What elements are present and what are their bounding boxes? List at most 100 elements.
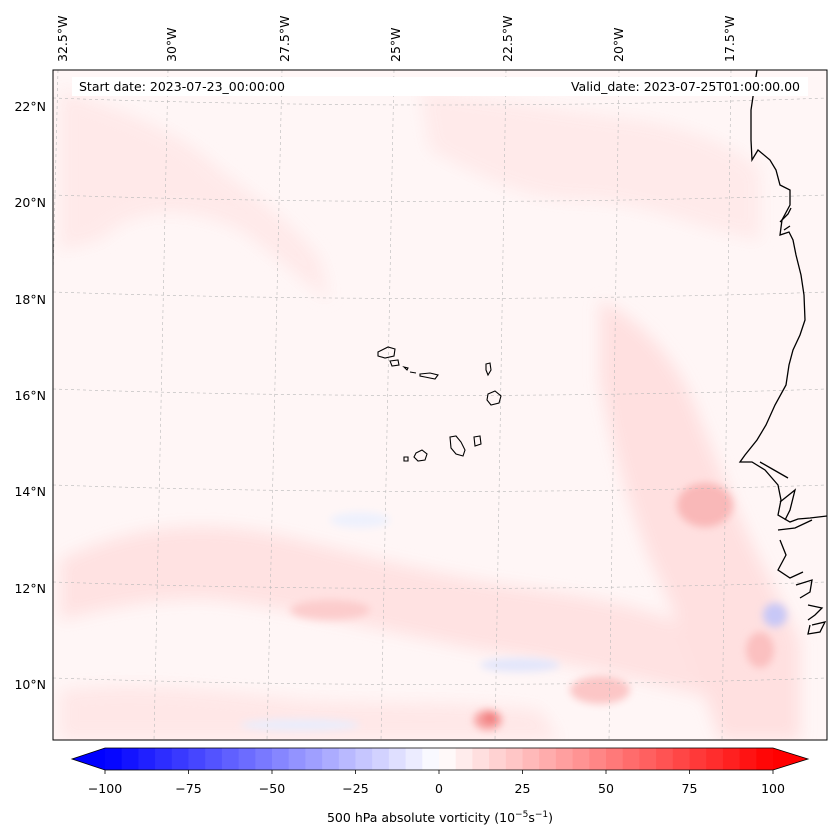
colorbar-tick-label: −25 — [342, 781, 368, 796]
vorticity-min-southwest — [240, 719, 360, 731]
lat-label-14n: 14°N — [14, 484, 46, 499]
vorticity-min-south-center — [480, 658, 560, 672]
colorbar-segment — [405, 748, 423, 770]
vorticity-min-guinea-bissau — [763, 603, 787, 627]
colorbar-segment — [505, 748, 523, 770]
vorticity-patch-south-east — [570, 676, 630, 704]
colorbar-segment — [606, 748, 624, 770]
colorbar-segment — [105, 748, 123, 770]
colorbar-extend-min — [72, 748, 105, 770]
colorbar-segment — [121, 748, 139, 770]
meridian-17-5w — [721, 70, 732, 740]
lon-label-22-5w: 22.5°W — [500, 16, 515, 62]
colorbar-segment — [338, 748, 356, 770]
colorbar-segment — [272, 748, 290, 770]
parallel-14n — [53, 484, 827, 492]
colorbar-segment — [388, 748, 406, 770]
colorbar-segment — [155, 748, 173, 770]
lat-label-22n: 22°N — [14, 99, 46, 114]
parallel-20n — [53, 194, 827, 202]
gambia-guinea-coast — [777, 488, 827, 635]
colorbar-outline — [70, 747, 810, 771]
parallel-18n — [53, 291, 827, 299]
colorbar-tick-label: −75 — [175, 781, 201, 796]
colorbar-ticks: −100 −75 −50 −25 0 25 50 75 100 — [88, 770, 785, 796]
island-santiago — [449, 435, 466, 457]
start-date-label: Start date: 2023-07-23_00:00:00 — [79, 79, 285, 94]
colorbar-segment — [372, 748, 390, 770]
lon-label-27-5w: 27.5°W — [277, 16, 292, 62]
vorticity-patch-mid-south — [290, 600, 370, 620]
colorbar-segment — [472, 748, 490, 770]
colorbar-tick-label: 100 — [761, 781, 785, 796]
west-africa-coastline — [738, 70, 827, 523]
colorbar-segment — [455, 748, 473, 770]
valid-date-label: Valid_date: 2023-07-25T01:00:00.00 — [571, 79, 800, 94]
senegal-river-coast — [759, 461, 789, 479]
meridian-27-5w — [266, 70, 283, 740]
latitude-labels: 22°N 20°N 18°N 16°N 14°N 12°N 10°N — [14, 99, 46, 692]
colorbar-segment — [489, 748, 507, 770]
colorbar-segment — [522, 748, 540, 770]
colorbar-segments — [72, 748, 808, 770]
colorbar-segment — [439, 748, 457, 770]
colorbar-segment — [221, 748, 239, 770]
island-sao-nicolau — [409, 371, 439, 380]
island-santo-antao — [377, 346, 396, 359]
colorbar-tick-label: 50 — [598, 781, 614, 796]
colorbar-segment — [288, 748, 306, 770]
parallel-22n — [53, 97, 827, 106]
colorbar-label: 500 hPa absolute vorticity (10−5s−1) — [327, 810, 553, 825]
vorticity-band-south — [60, 526, 720, 700]
meridian-22-5w — [494, 70, 507, 740]
island-fogo — [413, 449, 428, 462]
mauritania-inlets — [779, 207, 792, 231]
vorticity-max-senegal-coast — [677, 483, 733, 527]
colorbar-segment — [555, 748, 573, 770]
gridlines — [53, 70, 827, 740]
colorbar-segment — [589, 748, 607, 770]
lat-label-12n: 12°N — [14, 581, 46, 596]
colorbar-tick-label: 25 — [515, 781, 531, 796]
colorbar-segment — [205, 748, 223, 770]
vorticity-band-north-east — [420, 90, 760, 240]
colorbar-segment — [539, 748, 557, 770]
lat-label-16n: 16°N — [14, 388, 46, 403]
colorbar-segment — [739, 748, 757, 770]
map-panel: Start date: 2023-07-23_00:00:00 Valid_da… — [52, 69, 828, 741]
colorbar-segment — [622, 748, 640, 770]
cape-verde-islands — [377, 346, 502, 462]
colorbar-tick-label: 0 — [435, 781, 443, 796]
colorbar-segment — [572, 748, 590, 770]
vorticity-field — [60, 90, 800, 740]
lon-label-25w: 25°W — [388, 27, 403, 62]
colorbar-segment — [188, 748, 206, 770]
colorbar-segment — [305, 748, 323, 770]
colorbar-segment — [171, 748, 189, 770]
vorticity-band-southwest — [60, 685, 560, 740]
island-sal — [485, 362, 492, 377]
colorbar-tick-label: −100 — [88, 781, 122, 796]
colorbar-segment — [722, 748, 740, 770]
colorbar-segment — [672, 748, 690, 770]
lat-label-18n: 18°N — [14, 292, 46, 307]
island-maio — [473, 435, 482, 447]
colorbar-segment — [656, 748, 674, 770]
lat-label-10n: 10°N — [14, 677, 46, 692]
meridian-20w — [608, 70, 620, 740]
colorbar-segment — [322, 748, 340, 770]
colorbar-segment — [422, 748, 440, 770]
lon-label-20w: 20°W — [611, 27, 626, 62]
colorbar-segment — [756, 748, 774, 770]
map-border — [52, 69, 828, 741]
colorbar-segment — [639, 748, 657, 770]
lon-label-17-5w: 17.5°W — [722, 16, 737, 62]
colorbar-segment — [238, 748, 256, 770]
coastlines — [738, 70, 827, 635]
colorbar-tick-label: 75 — [682, 781, 698, 796]
island-brava — [403, 456, 409, 462]
colorbar: −100 −75 −50 −25 0 25 50 75 100 500 hPa absolute… — [70, 747, 810, 825]
vorticity-patch-south-coast — [746, 632, 774, 668]
vorticity-band-north — [60, 90, 330, 300]
